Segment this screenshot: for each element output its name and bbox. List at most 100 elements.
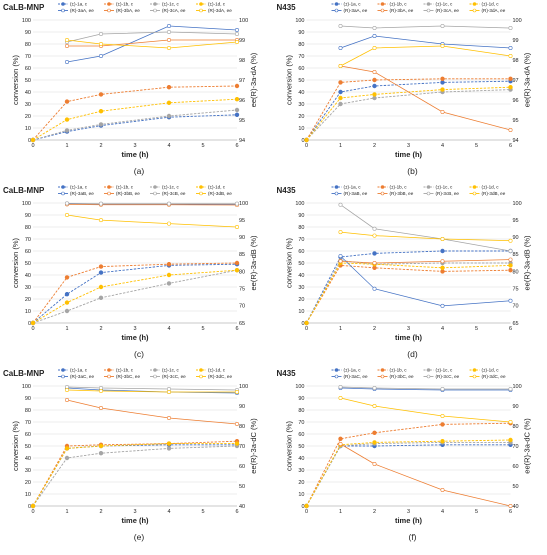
y-axis-title: conversion (%) [285, 54, 294, 105]
x-tick-label: 0 [31, 326, 34, 332]
chart-title: N435 [277, 369, 297, 378]
legend-swatch-marker [154, 375, 157, 378]
legend-label: (R)-3dA, ee [208, 8, 232, 13]
legend-entry: (R)-3cA, ee [424, 8, 460, 13]
legend-label: (±)-1a, c [344, 2, 362, 7]
y-axis-title: conversion (%) [11, 420, 20, 471]
legend-entry: (R)-3bC, ee [104, 374, 140, 379]
data-point [65, 118, 69, 122]
x-tick-label: 4 [167, 143, 170, 149]
data-point [373, 78, 377, 82]
x-tick-label: 2 [373, 143, 376, 149]
y2-tick-label: 99 [513, 38, 519, 44]
legend-label: (R)-3cB, ee [436, 191, 460, 196]
legend-label: (R)-3dB, ee [208, 191, 232, 196]
legend-entry: (±)-1c, c [424, 185, 454, 190]
y-tick-label: 80 [25, 408, 31, 414]
x-tick-label: 1 [65, 143, 68, 149]
chart-title: CaLB-MNP [3, 369, 45, 378]
legend-label: (±)-1c, c [162, 368, 180, 373]
legend-entry: (R)-3cA, ee [150, 8, 186, 13]
y-tick-label: 60 [298, 249, 304, 255]
data-point [441, 44, 444, 47]
data-point [509, 249, 512, 252]
data-point [339, 64, 342, 67]
x-tick-label: 5 [475, 509, 478, 515]
data-point [235, 28, 238, 31]
y-tick-label: 10 [298, 492, 304, 498]
data-point [441, 88, 445, 92]
data-point [235, 97, 239, 101]
x-tick-label: 3 [407, 326, 410, 332]
series-line [341, 260, 511, 263]
data-point [99, 54, 102, 57]
chart-panel-c: 0102030405060708090100657075808590951000… [3, 185, 258, 359]
y2-tick-label: 95 [239, 218, 245, 224]
y-tick-label: 40 [298, 456, 304, 462]
y2-tick-label: 90 [513, 404, 519, 410]
y2-tick-label: 94 [513, 138, 519, 144]
y-tick-label: 70 [298, 54, 304, 60]
legend-label: (±)-1c, c [162, 185, 180, 190]
data-point [65, 60, 68, 63]
y-tick-label: 50 [25, 261, 31, 267]
legend-swatch-marker [335, 375, 338, 378]
y-tick-label: 30 [25, 102, 31, 108]
data-point [99, 32, 102, 35]
data-point [339, 90, 343, 94]
data-point [373, 84, 377, 88]
y-tick-label: 30 [298, 285, 304, 291]
legend-swatch-marker [427, 186, 430, 189]
y2-tick-label: 65 [513, 321, 519, 327]
y-tick-label: 100 [22, 18, 31, 24]
y-tick-label: 100 [295, 201, 304, 207]
data-point [65, 202, 68, 205]
y-tick-label: 80 [298, 225, 304, 231]
data-point [373, 462, 376, 465]
data-point [235, 390, 238, 393]
y-tick-label: 10 [298, 126, 304, 132]
x-tick-label: 5 [201, 326, 204, 332]
data-point [509, 299, 512, 302]
data-point [167, 101, 171, 105]
legend-entry: (R)-3bA, ee [378, 8, 414, 13]
legend-swatch-marker [62, 186, 65, 189]
y2-tick-label: 50 [239, 484, 245, 490]
legend-entry: (±)-1d, c [470, 2, 500, 7]
data-point [339, 24, 342, 27]
data-point [235, 84, 239, 88]
legend-label: (R)-3bA, ee [390, 8, 414, 13]
x-tick-label: 0 [305, 509, 308, 515]
y-tick-label: 20 [298, 480, 304, 486]
legend-label: (±)-1d, c [208, 185, 226, 190]
series-line [67, 390, 237, 392]
legend-entry: (R)-3aB, ee [58, 191, 94, 196]
data-point [99, 109, 103, 113]
y2-tick-label: 96 [239, 98, 245, 104]
legend-label: (R)-3dB, ee [482, 191, 506, 196]
y-tick-label: 10 [298, 309, 304, 315]
data-point [441, 77, 445, 81]
x-tick-label: 1 [65, 326, 68, 332]
data-point [167, 282, 171, 286]
data-point [235, 422, 238, 425]
legend-entry: (±)-1a, c [332, 368, 362, 373]
data-point [441, 81, 445, 85]
y2-tick-label: 80 [513, 424, 519, 430]
data-point [509, 258, 512, 261]
y2-axis-title: ee(R)-3a-dB (%) [249, 235, 258, 291]
data-point [167, 114, 171, 118]
data-point [373, 287, 376, 290]
panel-label: (b) [407, 166, 418, 176]
legend-entry: (±)-1a, c [58, 2, 88, 7]
legend-label: (±)-1b, c [390, 368, 408, 373]
y-tick-label: 50 [298, 444, 304, 450]
legend-entry: (±)-1c, c [424, 368, 454, 373]
y-tick-label: 40 [298, 90, 304, 96]
data-point [509, 387, 512, 390]
data-point [65, 129, 69, 133]
data-point [339, 437, 343, 441]
legend-swatch-marker [62, 9, 65, 12]
